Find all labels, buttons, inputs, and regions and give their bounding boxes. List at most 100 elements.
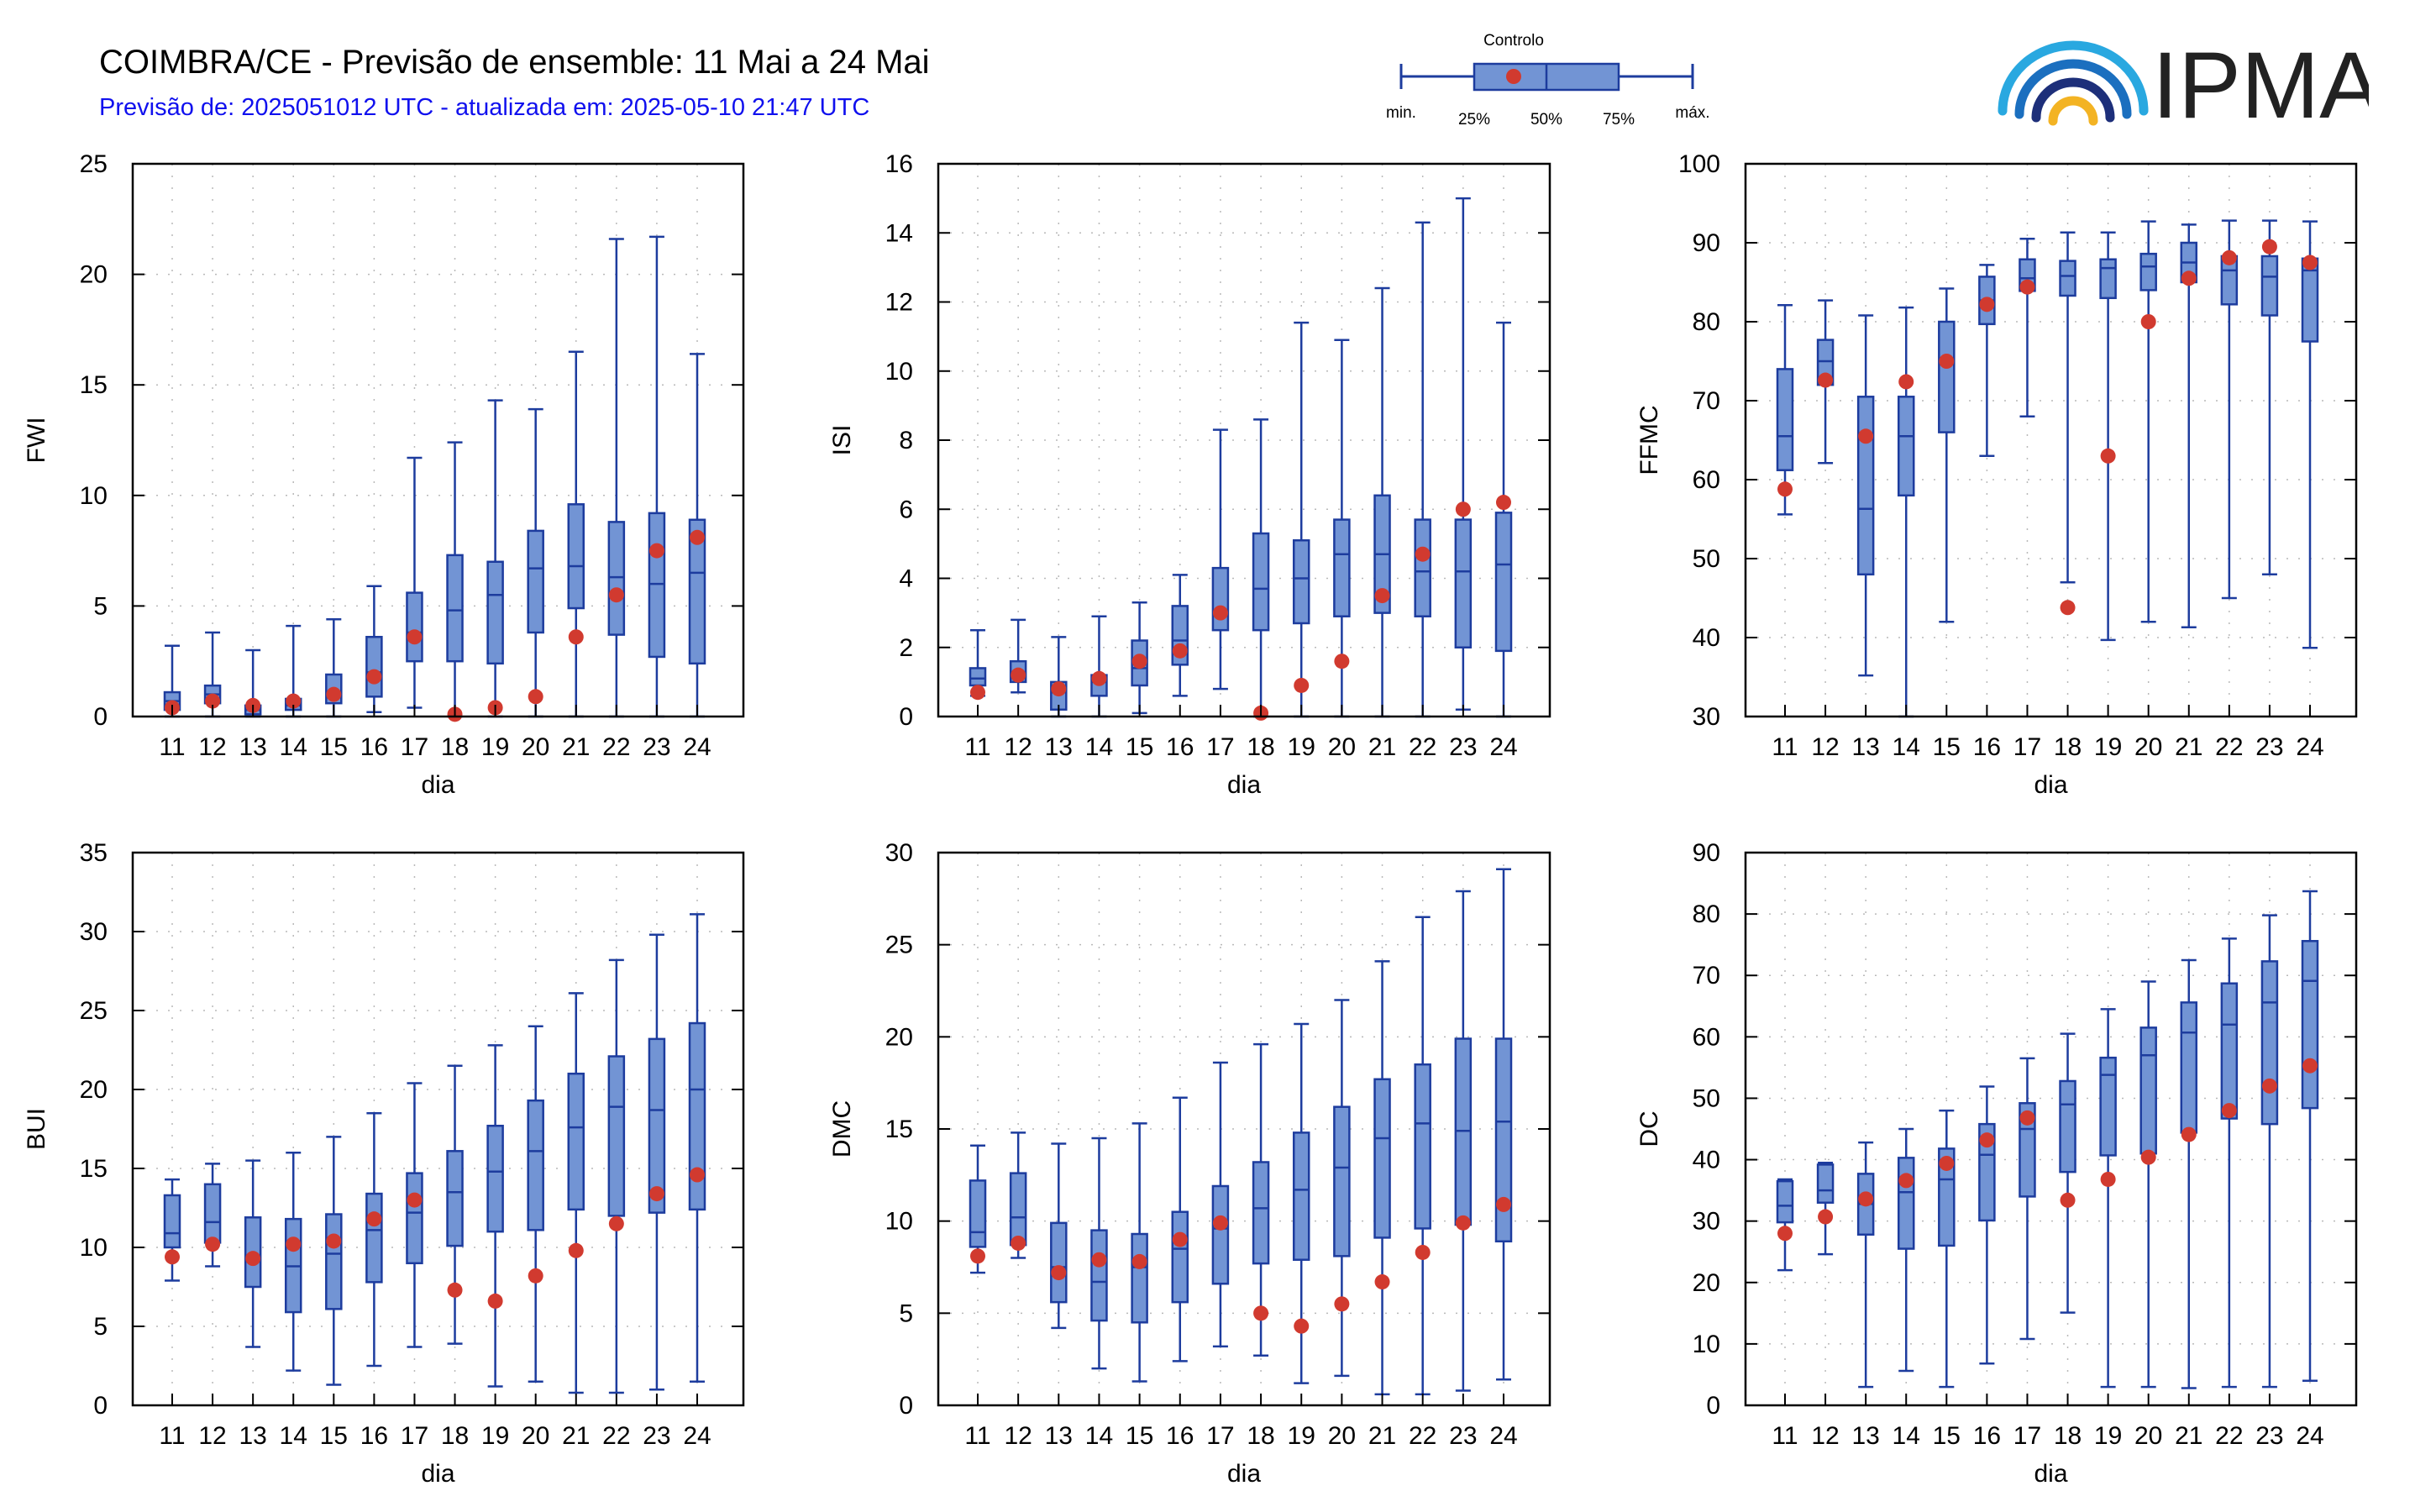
ffmc-xtick-label-15: 15 [1933, 733, 1961, 761]
fwi-box-17 [406, 591, 423, 663]
ffmc-xtick-label-24: 24 [2296, 733, 2323, 761]
ffmc-xtick-label-19: 19 [2094, 733, 2122, 761]
isi-xtick-label-23: 23 [1449, 733, 1477, 761]
fwi-xtick-label-20: 20 [522, 733, 549, 761]
bui-xtick-label-16: 16 [360, 1422, 388, 1450]
fwi-xtick-label-22: 22 [602, 733, 630, 761]
ffmc-control-point-13 [1858, 428, 1874, 444]
isi-xtick-label-19: 19 [1288, 733, 1315, 761]
dc-xtick-label-11: 11 [1772, 1422, 1798, 1450]
dc-xtick-label-20: 20 [2134, 1422, 2162, 1450]
bui-control-point-16 [366, 1211, 382, 1227]
bui-plot-frame [131, 851, 745, 1407]
bui-control-point-18 [447, 1282, 463, 1298]
fwi-control-point-22 [608, 587, 624, 603]
fwi-box-19 [486, 560, 504, 665]
ffmc-box-15 [1938, 320, 1956, 433]
dc-control-point-13 [1858, 1191, 1874, 1207]
dmc-ytick-label: 10 [885, 1208, 913, 1236]
dc-control-point-12 [1818, 1209, 1834, 1225]
dmc-xtick-label-21: 21 [1368, 1422, 1396, 1450]
dmc-box-24 [1494, 1037, 1513, 1243]
isi-xtick-label-22: 22 [1409, 733, 1436, 761]
ffmc-xtick-label-14: 14 [1893, 733, 1920, 761]
bui-xtick-label-17: 17 [401, 1422, 428, 1450]
dc-ytick-label: 30 [1693, 1208, 1720, 1236]
dmc-ytick-label: 5 [899, 1299, 913, 1327]
isi-control-point-20 [1334, 654, 1350, 669]
isi-xtick-label-20: 20 [1328, 733, 1356, 761]
dc-box-18 [2059, 1079, 2076, 1173]
bui-xtick-label-18: 18 [441, 1422, 469, 1450]
ffmc-control-point-11 [1777, 481, 1793, 497]
ffmc-xtick-label-23: 23 [2255, 733, 2283, 761]
dmc-xtick-label-24: 24 [1489, 1422, 1517, 1450]
dc-box-17 [2019, 1102, 2036, 1198]
isi-box-11 [969, 667, 987, 687]
ffmc-ytick-label: 40 [1693, 624, 1720, 652]
dmc-xlabel: dia [1227, 1460, 1261, 1488]
fwi-control-point-12 [205, 693, 221, 709]
dmc-control-point-18 [1253, 1305, 1269, 1321]
dmc-ytick-label: 30 [885, 839, 913, 867]
fwi-control-point-16 [366, 669, 382, 685]
bui-control-point-13 [245, 1251, 261, 1267]
dc-ytick-label: 70 [1693, 962, 1720, 990]
isi-xtick-label-14: 14 [1085, 733, 1113, 761]
dc-xtick-label-21: 21 [2175, 1422, 2202, 1450]
boxplot-legend: Controlo min. 25% 50% 75% máx. [1386, 32, 1710, 129]
dc-box-22 [2220, 982, 2239, 1120]
bui-xtick-label-24: 24 [683, 1422, 711, 1450]
isi-control-point-15 [1131, 654, 1147, 669]
bui-xtick-label-20: 20 [522, 1422, 549, 1450]
bui-xtick-label-22: 22 [602, 1422, 630, 1450]
bui-box-15 [325, 1213, 343, 1310]
dc-xtick-label-22: 22 [2215, 1422, 2243, 1450]
fwi-box-22 [607, 521, 626, 636]
legend-q1-label: 25% [1458, 111, 1490, 129]
dc-xtick-label-16: 16 [1973, 1422, 2001, 1450]
isi-ytick-label: 16 [885, 150, 913, 178]
fwi-xtick-label-23: 23 [643, 733, 670, 761]
fwi-box-24 [688, 518, 706, 665]
dc-ytick-label: 40 [1693, 1147, 1720, 1174]
fwi-xtick-label-11: 11 [159, 733, 185, 761]
ffmc-box-13 [1856, 396, 1875, 576]
dc-xtick-label-14: 14 [1893, 1422, 1920, 1450]
isi-box-22 [1414, 518, 1431, 617]
dc-ytick-label: 60 [1693, 1023, 1720, 1051]
isi-control-point-12 [1011, 667, 1026, 683]
bui-box-12 [203, 1183, 222, 1244]
isi-xlabel: dia [1227, 771, 1261, 799]
dc-control-point-24 [2302, 1058, 2318, 1074]
ffmc-xtick-label-17: 17 [2013, 733, 2041, 761]
bui-control-point-20 [528, 1268, 543, 1284]
fwi-ytick-label: 20 [80, 261, 108, 289]
dmc-ytick-label: 0 [899, 1392, 913, 1420]
dmc-box-11 [969, 1179, 987, 1248]
ipma-logo: IPMA [1998, 34, 2369, 134]
isi-box-20 [1333, 518, 1351, 617]
isi-control-point-21 [1374, 588, 1390, 604]
bui-control-point-14 [286, 1236, 302, 1252]
fwi-xtick-label-16: 16 [360, 733, 388, 761]
bui-xtick-label-12: 12 [198, 1422, 226, 1450]
ffmc-xlabel: dia [2034, 771, 2067, 799]
isi-box-17 [1211, 566, 1230, 632]
dc-xtick-label-12: 12 [1811, 1422, 1839, 1450]
ffmc-control-point-24 [2302, 255, 2318, 270]
fwi-control-point-23 [648, 543, 664, 559]
dc-control-point-17 [2019, 1110, 2035, 1126]
ffmc-xtick-label-16: 16 [1973, 733, 2001, 761]
bui-control-point-24 [690, 1167, 705, 1183]
legend-max-label: máx. [1675, 104, 1709, 122]
ffmc-control-point-19 [2100, 448, 2116, 464]
isi-xtick-label-17: 17 [1206, 733, 1234, 761]
ffmc-xtick-label-18: 18 [2054, 733, 2082, 761]
bui-ytick-label: 15 [80, 1155, 108, 1183]
ffmc-xtick-label-22: 22 [2215, 733, 2243, 761]
isi-ytick-label: 8 [899, 427, 913, 454]
fwi-xtick-label-13: 13 [239, 733, 266, 761]
ffmc-control-point-22 [2221, 249, 2237, 265]
ffmc-xtick-label-11: 11 [1772, 733, 1798, 761]
